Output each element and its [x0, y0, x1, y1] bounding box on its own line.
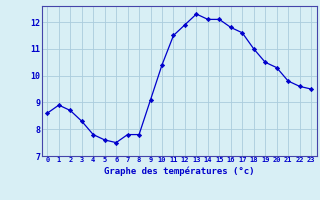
- X-axis label: Graphe des températures (°c): Graphe des températures (°c): [104, 166, 254, 176]
